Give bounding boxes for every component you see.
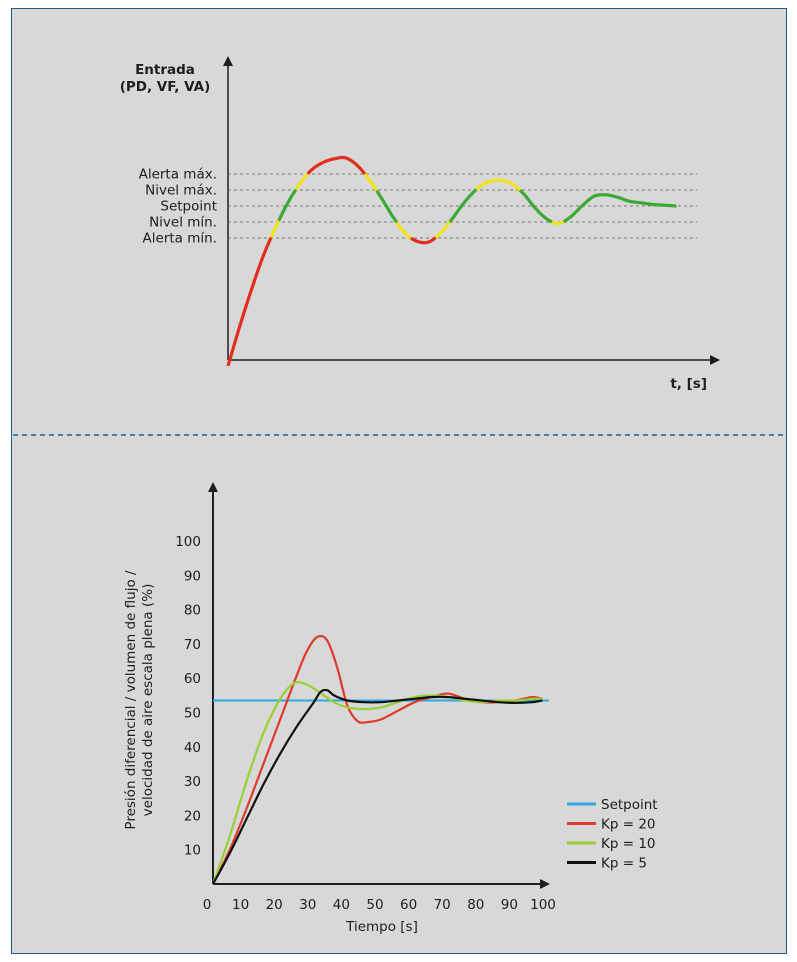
x-tick-label: 50 <box>366 897 383 913</box>
x-tick-label: 70 <box>434 897 451 913</box>
x-tick-label: 10 <box>232 897 249 913</box>
x-tick-label: 30 <box>299 897 316 913</box>
y-tick-label: 100 <box>175 534 201 550</box>
level-label: Alerta mín. <box>143 231 217 247</box>
signal-segment-inside <box>562 193 677 224</box>
y-tick-label: 60 <box>184 671 201 687</box>
y-tick-label: 50 <box>184 706 201 722</box>
bottom-y-axis-label-line-1: Presión diferencial / volumen de flujo / <box>123 570 139 830</box>
series-line-kp-20 <box>212 634 543 885</box>
signal-segment-alarm <box>306 155 367 176</box>
bottom-x-axis-label: Tiempo [s] <box>345 919 418 935</box>
signal-segment-warning <box>395 221 412 240</box>
input-signal <box>226 155 677 367</box>
y-tick-label: 20 <box>184 808 201 824</box>
signal-segment-warning <box>475 178 522 192</box>
top-y-axis-label-line-1: Entrada <box>135 62 195 78</box>
signal-segment-warning <box>434 220 452 239</box>
signal-segment-warning <box>269 220 281 239</box>
y-tick-label: 10 <box>184 843 201 859</box>
signal-segment-warning <box>363 173 379 192</box>
legend-label: Kp = 5 <box>601 856 647 872</box>
signal-segment-warning <box>551 220 565 226</box>
signal-segment-warning <box>294 172 309 191</box>
level-label: Setpoint <box>160 199 217 215</box>
legend-label: Kp = 10 <box>601 836 656 852</box>
signal-segment-inside <box>448 188 478 223</box>
top-chart-panel: Entrada (PD, VF, VA) t, [s] Alerta máx.N… <box>120 56 720 392</box>
signal-segment-inside <box>518 189 553 224</box>
top-x-axis-label: t, [s] <box>670 376 707 392</box>
legend-label: Kp = 20 <box>601 817 656 833</box>
x-tick-label: 60 <box>400 897 417 913</box>
x-tick-label: 80 <box>467 897 484 913</box>
legend: Setpoint Kp = 20 Kp = 10 Kp = 5 <box>567 797 658 872</box>
x-tick-label: 20 <box>266 897 283 913</box>
level-label: Alerta máx. <box>139 167 217 183</box>
y-tick-label: 30 <box>184 774 201 790</box>
level-label: Nivel mín. <box>149 215 217 231</box>
series-line-kp-10 <box>211 680 543 885</box>
signal-segment-alarm <box>226 236 273 367</box>
bottom-y-axis-label-line-2: velocidad de aire escala plena (%) <box>140 584 156 817</box>
bottom-series-lines <box>211 634 549 885</box>
y-tick-label: 40 <box>184 740 201 756</box>
y-tick-label: 70 <box>184 637 201 653</box>
x-tick-label: 90 <box>501 897 518 913</box>
x-tick-label: 40 <box>333 897 350 913</box>
figure-frame <box>11 8 787 954</box>
x-tick-label: 0 <box>203 897 212 913</box>
signal-segment-inside <box>277 188 298 222</box>
y-tick-label: 90 <box>184 568 201 584</box>
bottom-y-tick-labels: 10 20 30 40 50 60 70 80 90 100 <box>175 534 201 859</box>
legend-label: Setpoint <box>601 797 658 813</box>
series-line-kp-5 <box>212 688 543 885</box>
bottom-chart-panel: 10 20 30 40 50 60 70 80 90 100 0 10 20 30 40 50 60 70 80 9… <box>123 482 658 935</box>
signal-segment-inside <box>375 189 399 224</box>
top-y-axis-label-line-2: (PD, VF, VA) <box>120 79 211 95</box>
y-tick-label: 80 <box>184 603 201 619</box>
x-tick-label: 100 <box>530 897 556 913</box>
signal-segment-alarm <box>410 236 437 245</box>
level-label: Nivel máx. <box>145 183 217 199</box>
bottom-x-tick-labels: 0 10 20 30 40 50 60 70 80 90 100 <box>203 897 556 913</box>
